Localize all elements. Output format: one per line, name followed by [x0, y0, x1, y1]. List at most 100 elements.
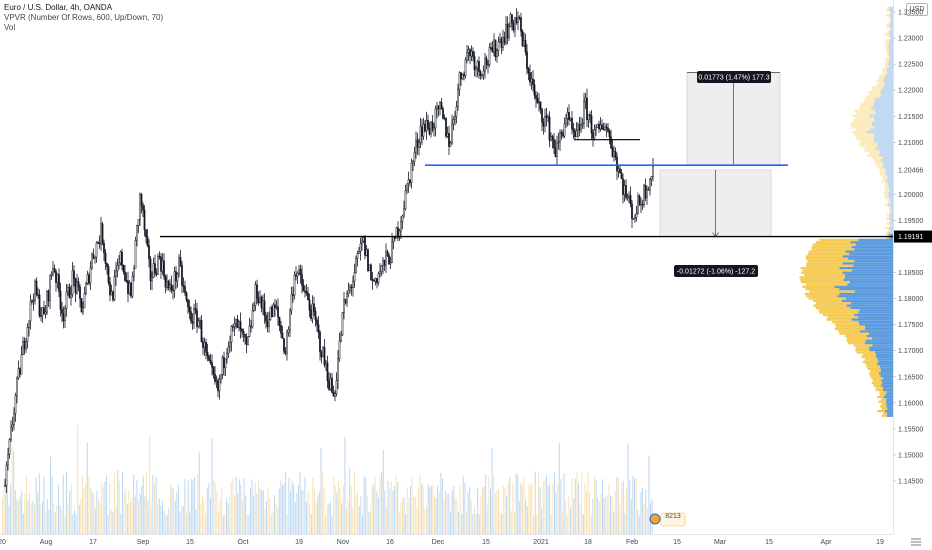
volume-bar	[410, 486, 411, 534]
volume-bar	[195, 509, 197, 534]
profile-up-row	[882, 163, 893, 167]
profile-down-row	[874, 161, 883, 164]
volume-bar	[627, 443, 629, 534]
candle-body	[574, 130, 576, 138]
profile-down-row	[884, 184, 889, 188]
volume-bar	[6, 485, 8, 534]
volume-marker-box	[660, 512, 686, 527]
candle-body	[314, 311, 317, 321]
profile-down-row	[886, 9, 889, 12]
profile-up-row	[888, 51, 893, 54]
profile-up-row	[877, 145, 893, 148]
volume-bar	[243, 477, 245, 534]
candle-body	[76, 281, 78, 294]
profile-down-row	[884, 182, 889, 185]
profile-down-row	[878, 74, 886, 77]
symbol-title[interactable]: Euro / U.S. Dollar, 4h, OANDA	[4, 3, 113, 12]
candle-body	[176, 273, 179, 282]
indicator-vpvr-label[interactable]: VPVR (Number Of Rows, 600, Up/Down, 70)	[4, 13, 164, 22]
candle-body	[559, 132, 561, 142]
profile-up-row	[883, 84, 893, 87]
chart-settings-icon[interactable]	[909, 536, 923, 548]
volume-bar	[430, 485, 432, 534]
candle-body	[103, 243, 105, 254]
volume-bar	[382, 449, 384, 534]
volume-bar	[594, 476, 595, 534]
profile-up-row	[880, 91, 893, 94]
profile-up-row	[882, 79, 893, 82]
volume-bar	[104, 481, 106, 534]
candle-body	[226, 352, 228, 360]
candle-body	[419, 126, 422, 143]
volume-bar	[467, 492, 469, 534]
profile-down-row	[808, 297, 846, 300]
volume-bar	[541, 508, 543, 534]
candle-body	[203, 342, 206, 348]
candle-body	[542, 121, 545, 127]
volume-bar	[488, 475, 490, 534]
volume-bar	[144, 496, 146, 534]
volume-bar	[51, 476, 53, 534]
candle-body	[367, 249, 369, 271]
price-axis[interactable]: 1.14500 1.15000 1.15500 1.16000 1.16500 1.170…	[893, 0, 932, 534]
volume-bar	[222, 515, 224, 534]
profile-down-row	[886, 236, 890, 239]
profile-up-row	[839, 266, 893, 270]
candlestick-series	[4, 8, 654, 493]
time-tick-label: 19	[876, 539, 884, 546]
profile-down-row	[887, 201, 891, 204]
profile-down-row	[812, 299, 842, 303]
candle-body	[385, 251, 387, 266]
horizontal-lines[interactable]	[160, 139, 893, 238]
profile-down-row	[888, 16, 891, 19]
candle-body	[124, 271, 126, 281]
candle-body	[97, 242, 99, 244]
profile-down-row	[855, 128, 871, 131]
profile-down-row	[878, 77, 884, 80]
profile-down-row	[872, 156, 883, 160]
volume-bar	[221, 487, 223, 534]
candle-body	[242, 331, 245, 335]
currency-button[interactable]: USD	[906, 3, 928, 16]
time-tick-label: Dec	[432, 539, 445, 546]
volume-bar	[200, 503, 202, 534]
candle-body	[439, 102, 441, 110]
candle-body	[512, 23, 515, 31]
profile-up-row	[889, 189, 893, 192]
profile-down-row	[804, 292, 840, 296]
candle-body	[637, 195, 639, 214]
volume-bar	[234, 495, 235, 534]
candle-body	[593, 129, 596, 139]
candle-body	[200, 320, 203, 342]
profile-up-row	[871, 107, 893, 110]
candle-body	[259, 296, 261, 303]
candle-body	[436, 106, 438, 110]
time-tick-label: Nov	[337, 539, 350, 546]
candle-body	[500, 38, 503, 48]
candle-body	[77, 281, 80, 288]
profile-down-row	[888, 205, 891, 209]
measurement-boxes[interactable]	[659, 71, 781, 238]
candle-body	[53, 268, 56, 272]
volume-bar	[517, 474, 519, 534]
volume-bar	[424, 508, 426, 534]
candle-body	[185, 292, 188, 301]
candle-body	[349, 286, 351, 291]
time-tick-label: 17	[89, 539, 97, 546]
time-axis[interactable]: 20 Aug 17 Sep 15 Oct 19 Nov 16 Dec 15 2021 18 Feb 15 Ma…	[0, 534, 893, 547]
candle-body	[157, 255, 159, 275]
candle-body	[217, 380, 219, 392]
volume-bar	[213, 479, 215, 534]
profile-up-row	[844, 273, 893, 277]
time-tick-label: 15	[186, 539, 194, 546]
volume-bar	[43, 476, 45, 534]
candle-body	[371, 279, 374, 281]
indicator-volume-label[interactable]: Vol	[4, 23, 16, 32]
profile-down-row	[884, 196, 889, 199]
profile-up-row	[864, 341, 893, 345]
volume-bar	[635, 478, 637, 534]
candle-body	[571, 117, 573, 129]
volume-bar	[88, 476, 90, 534]
candle-body	[119, 251, 122, 264]
